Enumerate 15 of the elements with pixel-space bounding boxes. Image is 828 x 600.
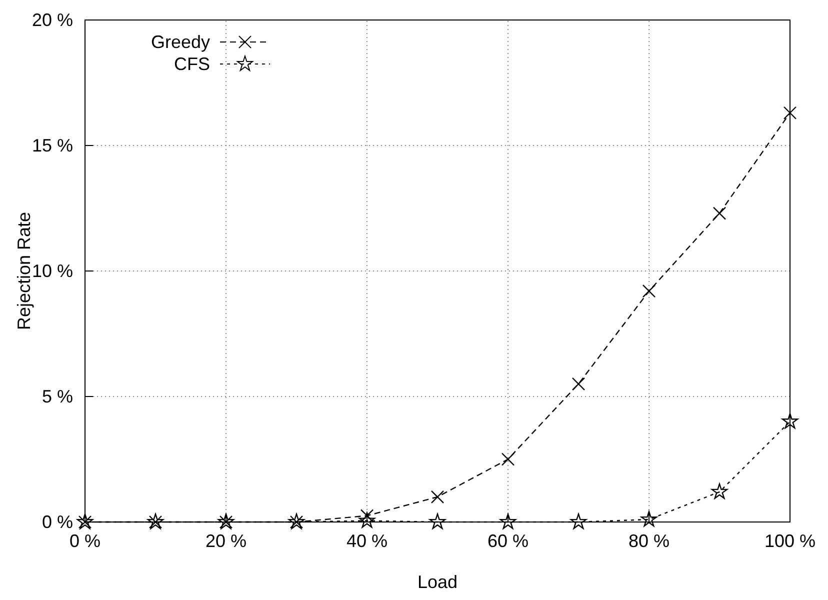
x-tick-label: 60 % (487, 530, 529, 551)
x-tick-label: 100 % (764, 530, 816, 551)
y-tick-label: 5 % (42, 386, 73, 406)
x-tick-label: 80 % (628, 530, 670, 551)
y-tick-label: 20 % (32, 10, 73, 30)
x-tick-label: 20 % (205, 530, 247, 551)
y-tick-label: 15 % (32, 135, 73, 156)
x-axis-title: Load (417, 572, 458, 592)
y-tick-label: 0 % (42, 512, 73, 532)
legend-label: CFS (174, 54, 210, 74)
legend-label: Greedy (150, 32, 210, 52)
x-tick-label: 40 % (346, 530, 388, 551)
y-axis-title: Rejection Rate (14, 212, 34, 330)
x-tick-label: 0 % (69, 530, 101, 551)
y-tick-label: 10 % (32, 260, 73, 281)
